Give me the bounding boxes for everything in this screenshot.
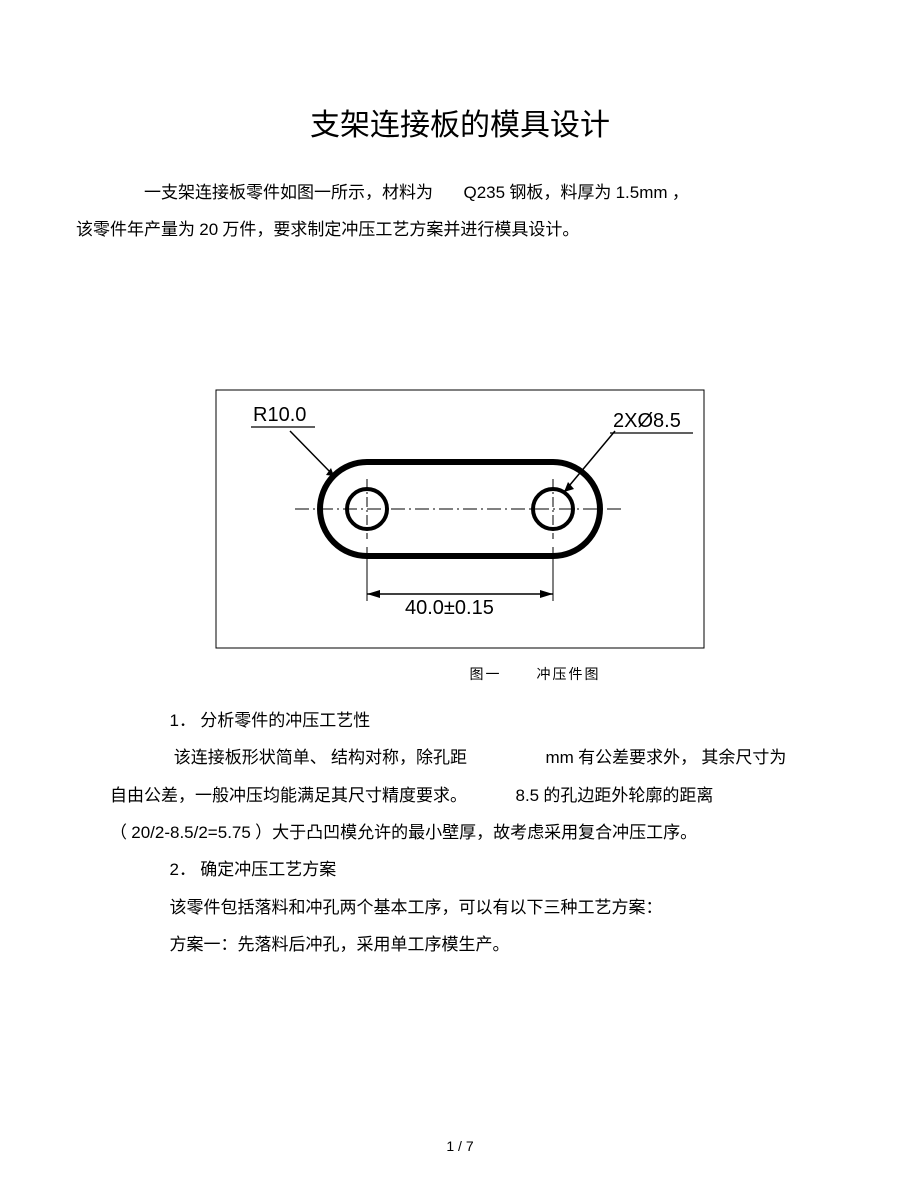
page-title: 支架连接板的模具设计 xyxy=(110,100,810,144)
holes-label: 2XØ8.5 xyxy=(613,410,681,432)
page-current: 1 xyxy=(446,1138,454,1154)
page-footer: 1 / 7 xyxy=(0,1138,920,1154)
paragraph: 自由公差，一般冲压均能满足其尺寸精度要求。 8.5 的孔边距外轮廓的距离 xyxy=(110,777,810,814)
intro-para: 一支架连接板零件如图一所示，材料为 Q235 钢板，料厚为 1.5mm ， 该零… xyxy=(110,174,810,249)
numeric-value: 8.5 xyxy=(516,786,540,805)
intro-text: ， xyxy=(672,183,689,202)
intro-text: 万件，要求制定冲压工艺方案并进行模具设计。 xyxy=(222,220,579,239)
caption-text: 冲压件图 xyxy=(537,668,601,683)
section-title: 分析零件的冲压工艺性 xyxy=(200,711,370,730)
text-run: 该连接板形状简单、 结构对称，除孔距 xyxy=(174,748,467,767)
text-run: 的孔边距外轮廓的距离 xyxy=(543,786,713,805)
paragraph: （ 20/2-8.5/2=5.75 ）大于凸凹模允许的最小壁厚，故考虑采用复合冲… xyxy=(110,814,810,851)
intro-text: 该零件年产量为 xyxy=(76,220,199,239)
text-run: （ xyxy=(110,823,127,842)
unit-mm: mm xyxy=(546,748,574,767)
part-drawing-svg: R10.0 2XØ8.5 40.0±0.15 xyxy=(215,389,705,649)
formula: 20/2-8.5/2=5.75 xyxy=(131,823,251,842)
section-title: 确定冲压工艺方案 xyxy=(200,860,336,879)
figure-caption: 图一 冲压件图 xyxy=(260,664,810,684)
engineering-diagram: R10.0 2XØ8.5 40.0±0.15 xyxy=(215,389,705,654)
body-content: 1． 分析零件的冲压工艺性 该连接板形状简单、 结构对称，除孔距 mm 有公差要… xyxy=(110,702,810,964)
quantity-value: 20 xyxy=(199,220,218,239)
page-sep: / xyxy=(458,1138,462,1154)
caption-label: 图一 xyxy=(470,668,502,683)
intro-text: 钢板，料厚为 xyxy=(509,183,615,202)
paragraph: 方案一：先落料后冲孔，采用单工序模生产。 xyxy=(110,926,810,963)
text-run: ）大于凸凹模允许的最小壁厚，故考虑采用复合冲压工序。 xyxy=(255,823,697,842)
material-code: Q235 xyxy=(464,183,506,202)
section-number: 2． xyxy=(170,860,196,879)
section-number: 1． xyxy=(170,711,196,730)
paragraph: 该连接板形状简单、 结构对称，除孔距 mm 有公差要求外， 其余尺寸为 xyxy=(110,739,810,776)
text-run: 自由公差，一般冲压均能满足其尺寸精度要求。 xyxy=(110,786,467,805)
distance-label: 40.0±0.15 xyxy=(405,597,494,619)
section-2-heading: 2． 确定冲压工艺方案 xyxy=(110,851,810,888)
text-run: 有公差要求外， 其余尺寸为 xyxy=(578,748,786,767)
page-total: 7 xyxy=(466,1138,474,1154)
radius-label: R10.0 xyxy=(253,404,306,426)
section-1-heading: 1． 分析零件的冲压工艺性 xyxy=(110,702,810,739)
paragraph: 该零件包括落料和冲孔两个基本工序，可以有以下三种工艺方案： xyxy=(110,889,810,926)
thickness-value: 1.5mm xyxy=(616,183,668,202)
intro-text: 一支架连接板零件如图一所示，材料为 xyxy=(144,183,433,202)
